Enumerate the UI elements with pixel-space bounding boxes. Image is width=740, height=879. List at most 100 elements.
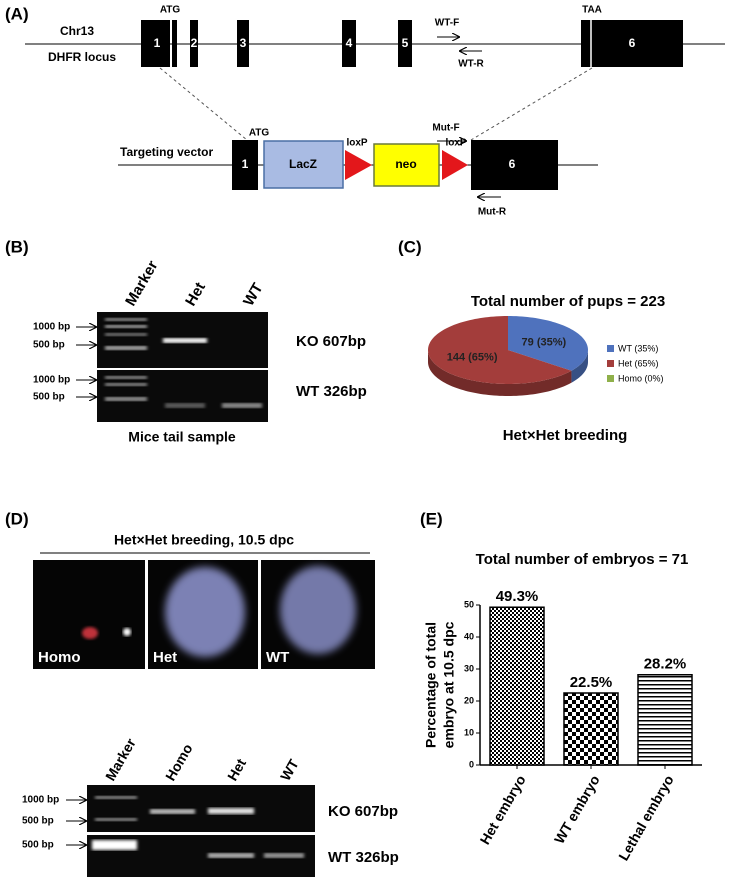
x-tick-label: WT embryo	[551, 772, 603, 846]
photo-label: WT	[266, 649, 289, 666]
loxp-site	[442, 150, 468, 180]
legend-swatch	[607, 375, 614, 382]
gel	[87, 785, 315, 832]
primer-label: WT-R	[458, 59, 484, 70]
size-label: 500 bp	[33, 340, 65, 351]
panel-a: (A) Chr13 DHFR locus 1 2 3 4 5 6 ATG TAA…	[5, 4, 725, 218]
lane-label: Marker	[122, 258, 161, 309]
exon-label: 1	[242, 157, 249, 171]
panel-b: (B) Marker Het WT 1000 bp 500 bp 1000 bp…	[5, 237, 367, 444]
exon	[172, 20, 177, 67]
panel-label: (A)	[5, 4, 29, 23]
atg-label: ATG	[249, 128, 270, 139]
gel-band	[222, 403, 262, 408]
lacz-label: LacZ	[289, 157, 317, 171]
embryo	[165, 567, 245, 657]
legend-swatch	[607, 360, 614, 367]
dashed-guide	[470, 67, 593, 141]
vector-label: Targeting vector	[120, 145, 213, 159]
lane-label: Het	[224, 756, 249, 784]
loxp-label: loxP	[346, 138, 367, 149]
panel-d: (D) Het×Het breeding, 10.5 dpc Homo Het …	[5, 509, 399, 877]
bar	[637, 674, 693, 766]
chart-title: Total number of pups = 223	[471, 293, 665, 310]
exon-label: 1	[154, 36, 161, 50]
gel-band	[95, 818, 137, 821]
data-label: 144 (65%)	[447, 351, 498, 363]
exon-label: 6	[629, 36, 636, 50]
chart-caption: Het×Het breeding	[503, 427, 628, 444]
exon-label: 5	[402, 36, 409, 50]
y-tick-label: 20	[464, 695, 474, 705]
chart-title: Total number of embryos = 71	[476, 551, 689, 568]
bead	[123, 628, 131, 636]
data-label: 28.2%	[644, 656, 687, 673]
y-tick-label: 10	[464, 727, 474, 737]
bar	[489, 606, 545, 766]
embryo	[280, 566, 356, 654]
y-tick-label: 40	[464, 631, 474, 641]
panel-label: (D)	[5, 509, 29, 528]
neo-label: neo	[395, 157, 416, 171]
bar	[563, 692, 619, 766]
exon	[398, 20, 412, 67]
exon	[471, 140, 558, 190]
exon	[581, 20, 683, 67]
gel-band	[105, 325, 147, 328]
lane-label: Marker	[102, 735, 139, 783]
gel-band	[105, 346, 147, 350]
photo-header: Het×Het breeding, 10.5 dpc	[114, 532, 294, 548]
embryo-photo	[33, 560, 145, 669]
primer-label: WT-F	[435, 18, 459, 29]
exon	[141, 20, 170, 67]
lane-label: Het	[182, 280, 209, 309]
locus-label: DHFR locus	[48, 50, 116, 64]
gel-band	[163, 338, 207, 343]
gel-band	[264, 853, 304, 858]
size-label: 500 bp	[33, 392, 65, 403]
pie-side	[571, 350, 588, 383]
x-tick-label: Het embryo	[476, 772, 528, 847]
legend-label: WT (35%)	[618, 343, 658, 353]
y-axis-label: embryo at 10.5 dpc	[441, 621, 457, 748]
gel-band	[165, 403, 205, 408]
chr-label: Chr13	[60, 24, 94, 38]
exon	[232, 140, 258, 190]
exon-label: 6	[509, 157, 516, 171]
pie-slice	[428, 316, 572, 384]
panel-c: (C) Total number of pups = 223 Het×Het b…	[398, 237, 665, 443]
data-label: 79 (35%)	[522, 336, 567, 348]
lacz-box	[263, 140, 344, 189]
lane-label: Homo	[162, 741, 196, 783]
gel-band	[208, 808, 254, 814]
gel-band	[105, 397, 147, 401]
y-tick-label: 0	[469, 759, 474, 769]
data-label: 22.5%	[570, 674, 613, 691]
legend-swatch	[607, 345, 614, 352]
y-tick-label: 50	[464, 599, 474, 609]
photo-label: Het	[153, 649, 177, 666]
panel-label: (C)	[398, 237, 422, 256]
caption: Mice tail sample	[128, 429, 236, 445]
lane-label: WT	[277, 756, 302, 783]
size-label: 1000 bp	[33, 375, 70, 386]
panel-e: (E) Total number of embryos = 71 Percent…	[420, 509, 688, 748]
lane-label: WT	[240, 280, 266, 309]
exon	[342, 20, 356, 67]
gel-band	[208, 853, 254, 858]
gel-band	[105, 333, 147, 336]
legend-label: Het (65%)	[618, 358, 659, 368]
primer-label: Mut-F	[432, 123, 459, 134]
atg-label: ATG	[160, 5, 181, 16]
gel-band	[95, 796, 137, 799]
band-label: WT 326bp	[328, 849, 399, 866]
band-label: KO 607bp	[328, 803, 398, 820]
exon-label: 2	[191, 36, 198, 50]
pie-slice	[508, 316, 588, 371]
y-tick-label: 30	[464, 663, 474, 673]
photo-label: Homo	[38, 649, 81, 666]
band-label: KO 607bp	[296, 333, 366, 350]
x-tick-label: Lethal embryo	[615, 772, 677, 863]
panel-label: (B)	[5, 237, 29, 256]
